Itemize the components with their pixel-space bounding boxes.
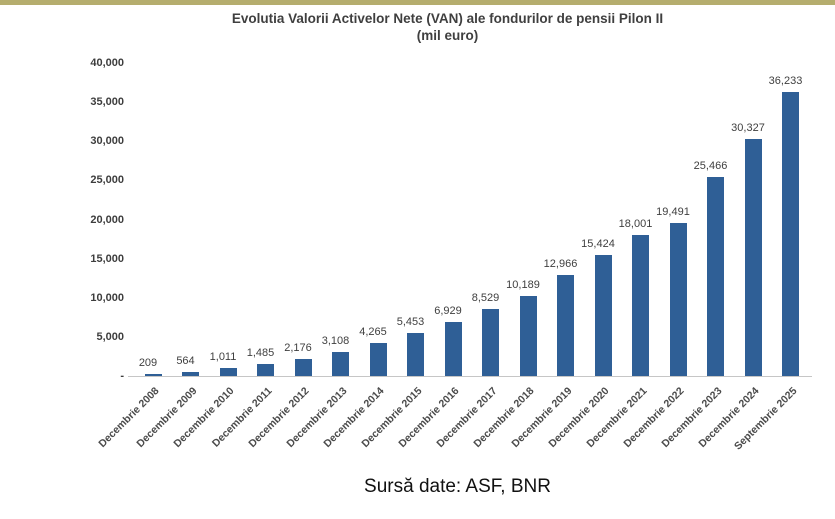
bar-value-label: 2,176 [284, 341, 312, 354]
bar-value-label: 10,189 [506, 279, 540, 292]
bar [594, 255, 612, 376]
y-axis-tick-label: 40,000 [90, 57, 124, 69]
chart-title-block: Evolutia Valorii Activelor Nete (VAN) al… [80, 10, 815, 44]
bar-value-label: 15,424 [581, 238, 615, 251]
chart-subtitle: (mil euro) [416, 28, 479, 43]
bar-value-label: 6,929 [434, 304, 462, 317]
bar-value-label: 25,466 [693, 159, 728, 172]
bar-value-label: 1,485 [246, 347, 275, 360]
bar [482, 309, 499, 376]
bar [332, 351, 349, 376]
bar [782, 92, 799, 376]
bar-value-label: 19,491 [656, 206, 690, 219]
bar [407, 333, 424, 376]
y-axis-tick-label: - [120, 370, 124, 382]
bar [294, 358, 312, 376]
bar [144, 374, 162, 376]
y-axis-tick-label: 20,000 [90, 213, 124, 226]
x-axis-line [128, 376, 812, 377]
bar-value-label: 5,453 [396, 316, 425, 329]
bar-value-label: 564 [176, 354, 195, 367]
bar [257, 364, 274, 376]
source-caption: Sursă date: ASF, BNR [364, 476, 551, 497]
bar-value-label: 4,265 [359, 325, 387, 338]
bar-value-label: 8,529 [471, 292, 500, 305]
bar-value-label: 30,327 [731, 121, 765, 134]
top-border-strip [0, 0, 835, 5]
y-axis-tick-label: 30,000 [90, 135, 124, 148]
bar-value-label: 18,001 [618, 218, 653, 231]
bar [219, 368, 237, 376]
bar [369, 342, 387, 376]
bar [519, 296, 537, 376]
y-axis-tick-label: 10,000 [90, 291, 124, 304]
bar-value-label: 36,233 [768, 75, 803, 88]
bar-value-label: 209 [138, 357, 158, 369]
bar [707, 176, 724, 376]
bar [669, 223, 687, 376]
bar [632, 235, 649, 376]
y-axis-tick-label: 25,000 [90, 174, 124, 187]
bar-value-label: 12,966 [543, 257, 578, 270]
bar [744, 138, 762, 376]
bar [557, 274, 574, 376]
y-axis-tick-label: 35,000 [90, 96, 124, 109]
bar-value-label: 3,108 [321, 334, 350, 347]
bar [444, 321, 462, 376]
bar-value-label: 1,011 [209, 351, 237, 364]
chart-title: Evolutia Valorii Activelor Nete (VAN) al… [231, 11, 664, 26]
bar [182, 371, 199, 376]
y-axis-tick-label: 15,000 [90, 252, 124, 265]
y-axis-tick-label: 5,000 [96, 330, 124, 343]
